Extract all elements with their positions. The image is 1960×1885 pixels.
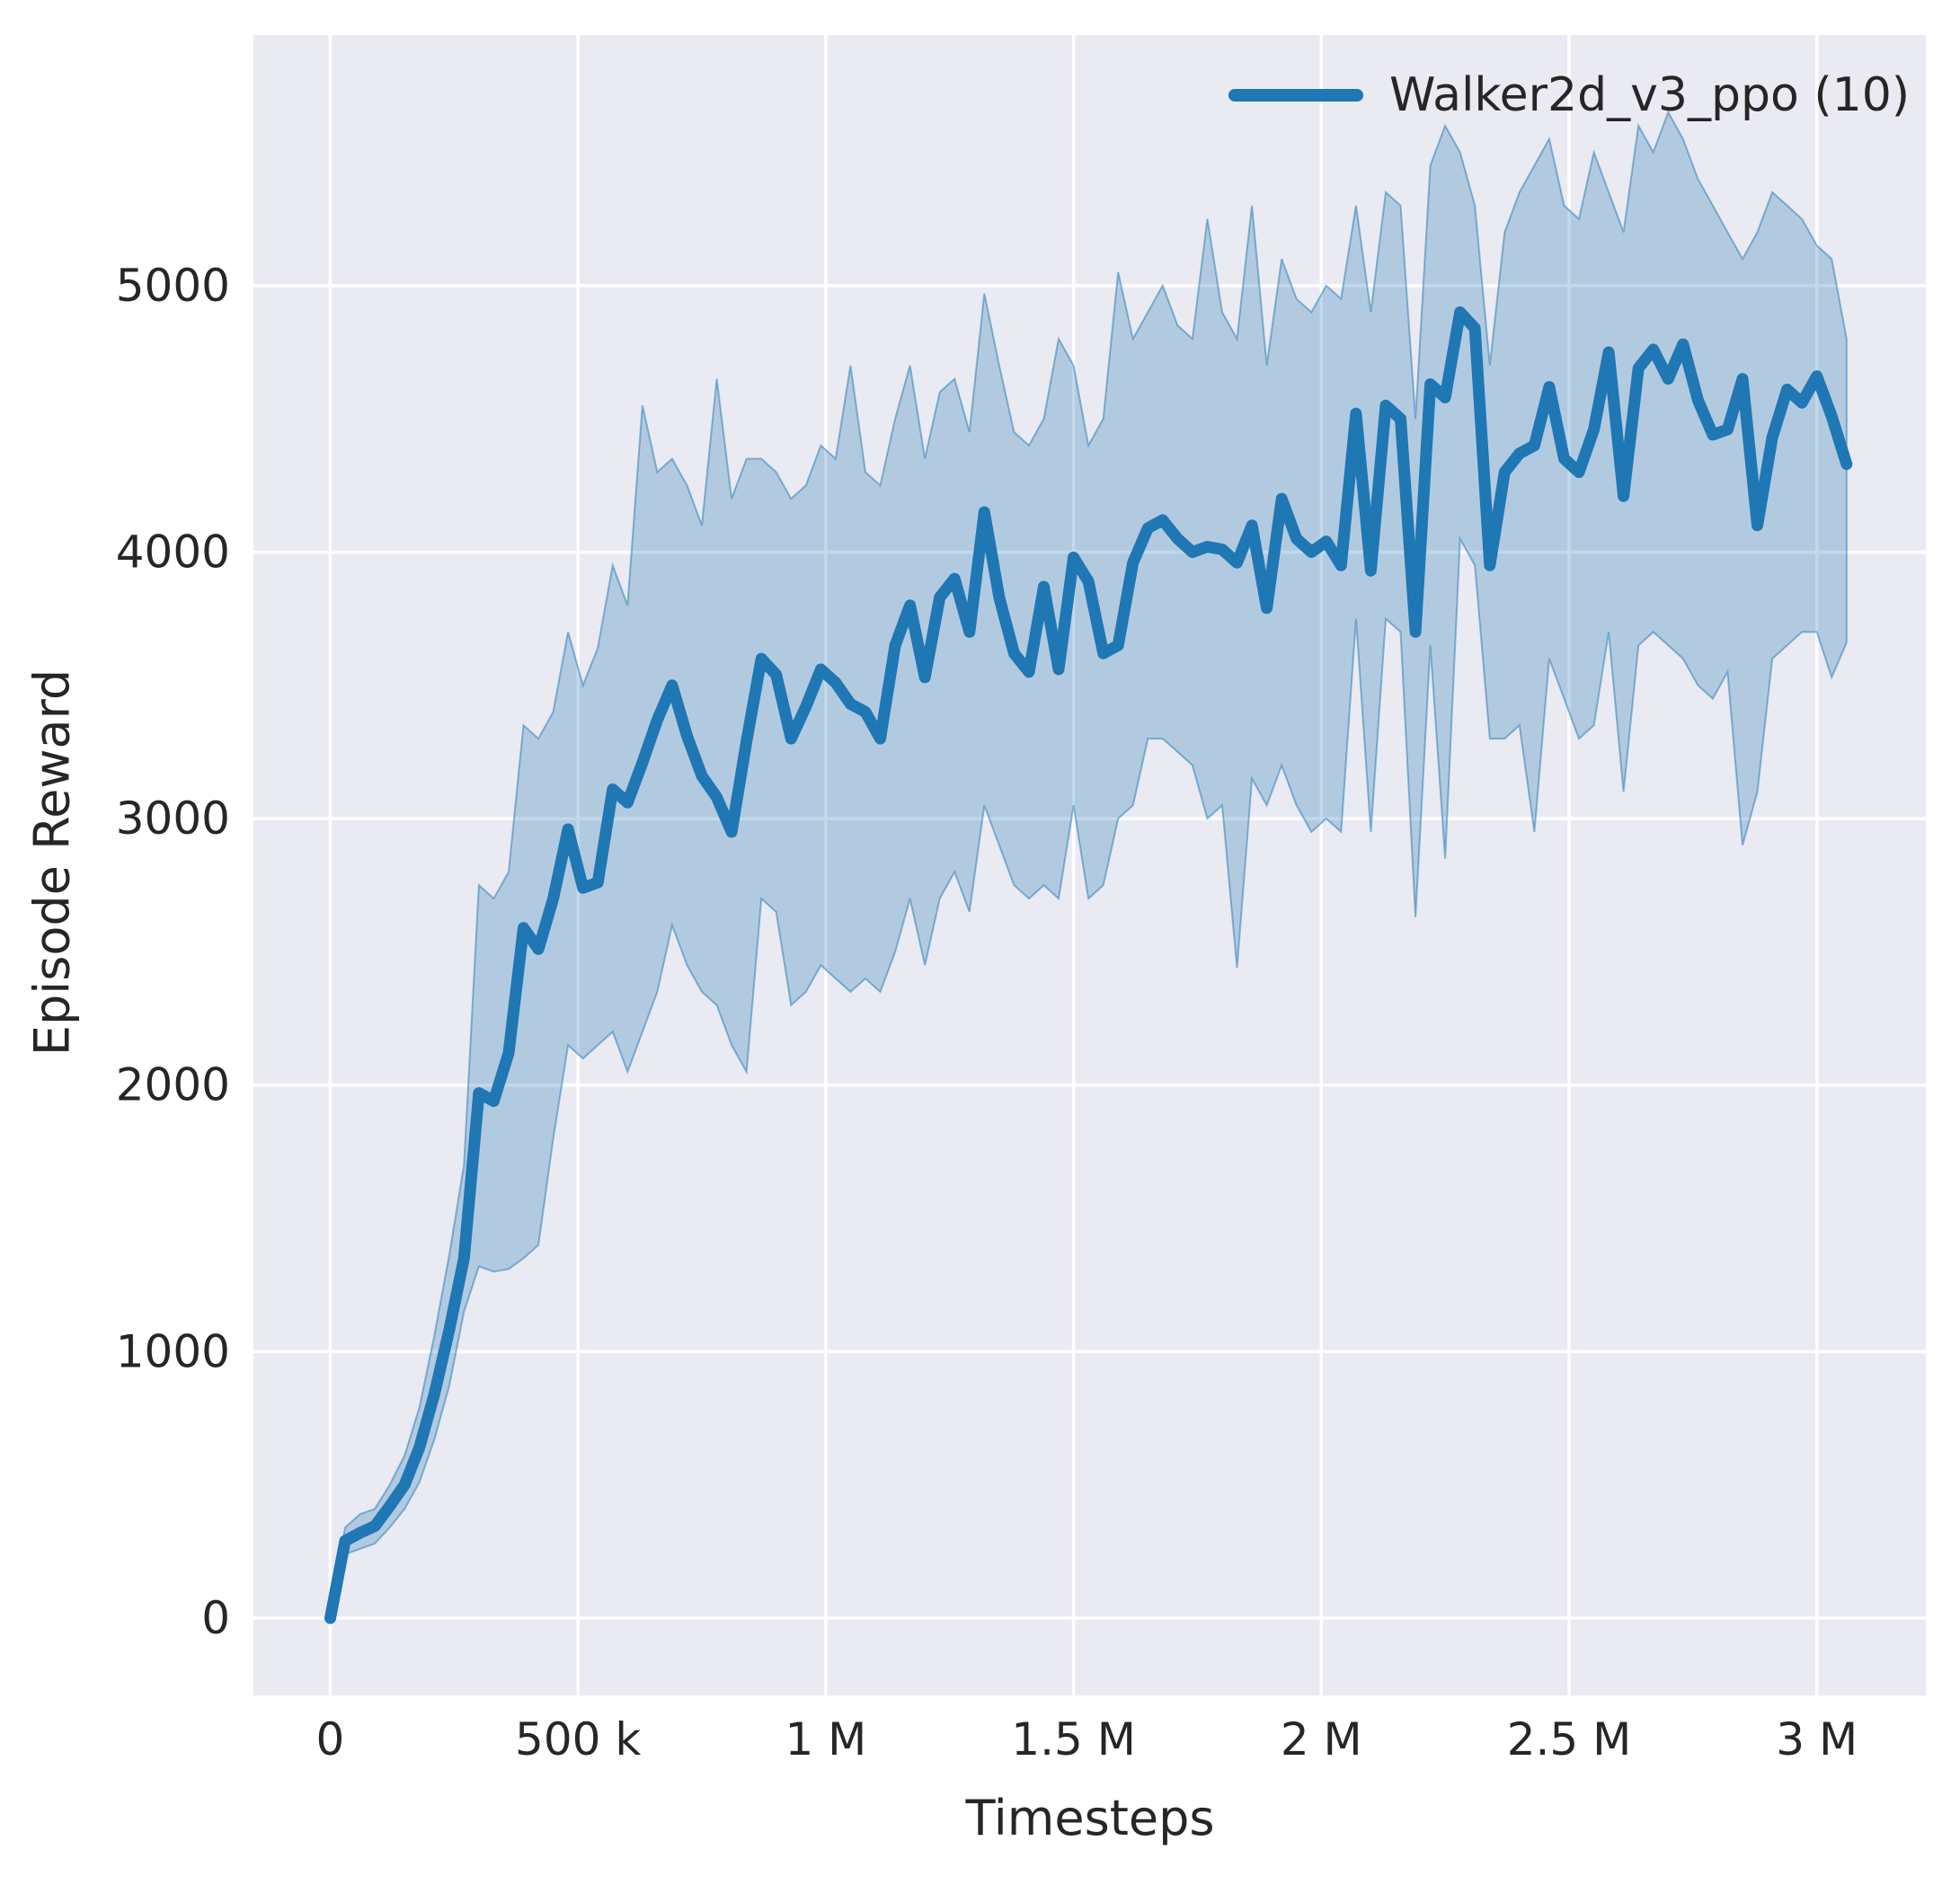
x-axis-label: Timesteps	[965, 1790, 1215, 1846]
reward-mean-line	[324, 306, 1853, 1624]
x-tick-label: 2.5 M	[1507, 1713, 1632, 1766]
y-tick-label: 5000	[116, 260, 230, 312]
x-tick-label: 1 M	[785, 1713, 866, 1766]
y-tick-labels: 0 1000 2000 3000 4000 5000	[116, 260, 230, 1644]
x-tick-label: 0	[316, 1713, 345, 1766]
legend-label: Walker2d_v3_ppo (10)	[1389, 68, 1911, 122]
plot-background	[253, 35, 1926, 1695]
x-tick-labels: 0 500 k 1 M 1.5 M 2 M 2.5 M 3 M	[316, 1713, 1858, 1766]
y-tick-label: 2000	[116, 1059, 230, 1111]
y-axis-label: Episode Reward	[23, 668, 81, 1057]
legend: Walker2d_v3_ppo (10)	[1228, 68, 1910, 122]
x-tick-label: 2 M	[1281, 1713, 1362, 1766]
x-tick-label: 1.5 M	[1011, 1713, 1136, 1766]
x-tick-label: 3 M	[1776, 1713, 1858, 1766]
y-tick-label: 4000	[116, 526, 230, 578]
legend-line-icon	[1228, 89, 1363, 102]
y-tick-label: 3000	[116, 792, 230, 845]
y-tick-label: 1000	[116, 1325, 230, 1377]
x-tick-label: 500 k	[515, 1713, 641, 1766]
confidence-band	[329, 110, 1848, 1624]
y-tick-label: 0	[201, 1592, 230, 1644]
